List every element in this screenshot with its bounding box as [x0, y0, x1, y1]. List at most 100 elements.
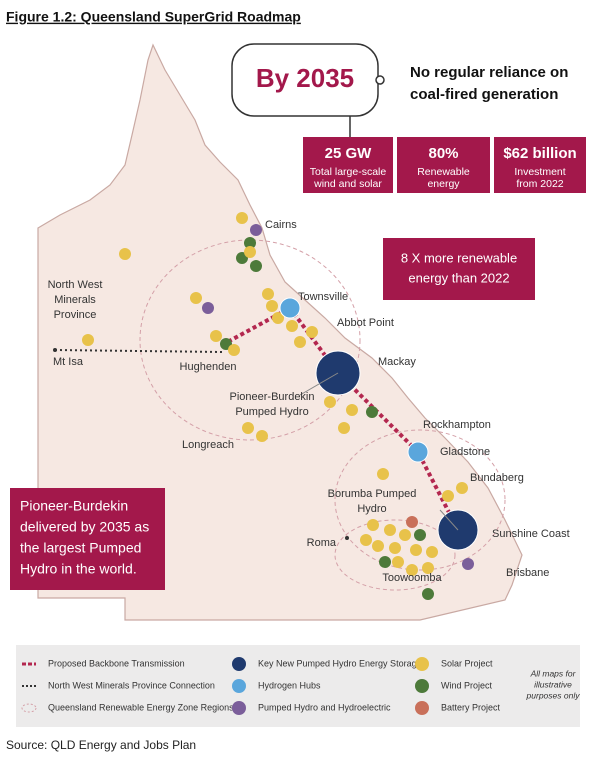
legend-key	[21, 703, 37, 713]
place-label: Mt Isa	[53, 356, 84, 368]
project-dot	[256, 430, 268, 442]
stat-value: 80%	[428, 145, 458, 162]
place-label: Hughenden	[180, 361, 237, 373]
state-outline	[37, 43, 523, 621]
stat-label: energy	[427, 178, 460, 190]
highlight-box	[383, 238, 535, 300]
place-label: Gladstone	[440, 446, 490, 458]
stat-value: $62 billion	[503, 145, 576, 162]
project-dot	[406, 564, 418, 576]
project-dot	[272, 312, 284, 324]
hydrogen-hub	[407, 441, 429, 463]
place-label: North West	[48, 279, 103, 291]
place-label: Longreach	[182, 439, 234, 451]
legend-key	[415, 679, 429, 693]
legend-label: Wind Project	[441, 680, 493, 690]
legend: Proposed Backbone Transmission North West…	[21, 657, 581, 715]
place-label: Minerals	[54, 294, 96, 306]
legend-note: illustrative	[534, 679, 572, 689]
project-dot	[414, 529, 426, 541]
project-dot	[294, 336, 306, 348]
place-label: Sunshine Coast	[492, 528, 570, 540]
legend-key	[415, 657, 429, 671]
project-dot	[119, 248, 131, 260]
leader	[439, 509, 459, 531]
project-dot	[367, 519, 379, 531]
project-dot	[422, 588, 434, 600]
callout-dot	[375, 75, 385, 85]
project-dot	[250, 224, 262, 236]
note-line: Hydro in the world.	[20, 561, 137, 577]
place-label: Townsville	[298, 291, 348, 303]
place-label: Mackay	[378, 356, 416, 368]
legend-note: purposes only	[526, 690, 581, 700]
project-dot	[372, 540, 384, 552]
project-dot	[410, 544, 422, 556]
legend-box	[16, 645, 580, 727]
statement: No regular reliance on	[410, 64, 568, 81]
stat-label: from 2022	[516, 178, 563, 190]
statement: coal-fired generation	[410, 86, 558, 103]
legend-label: Solar Project	[441, 658, 493, 668]
project-dot	[190, 292, 202, 304]
project-dot	[377, 468, 389, 480]
stat-label: Total large-scale	[310, 166, 387, 178]
note-line: the largest Pumped	[20, 540, 141, 556]
project-dot	[379, 556, 391, 568]
legend-label: Proposed Backbone Transmission	[48, 658, 185, 668]
note: Pioneer-Burdekin delivered by 2035 as the …	[20, 498, 149, 577]
legend-note: All maps for	[530, 668, 577, 678]
rez-regions	[139, 239, 506, 591]
backbone	[221, 305, 460, 531]
stat-label: Investment	[514, 166, 565, 178]
project-dot	[338, 422, 350, 434]
place-label: Rockhampton	[423, 419, 491, 431]
highlight: energy than 2022	[408, 270, 509, 285]
project-dot	[399, 529, 411, 541]
project-dot	[244, 246, 256, 258]
place-label: Pumped Hydro	[235, 406, 308, 418]
project-dot	[406, 516, 418, 528]
town-dot	[53, 348, 57, 352]
place-label: Bundaberg	[470, 472, 524, 484]
project-dot	[422, 562, 434, 574]
project-dot	[392, 556, 404, 568]
project-dot	[456, 482, 468, 494]
legend-label: Hydrogen Hubs	[258, 680, 321, 690]
project-dot	[462, 558, 474, 570]
legend-label: North West Minerals Province Connection	[48, 680, 215, 690]
callout: By 2035	[256, 63, 354, 93]
source: Source: QLD Energy and Jobs Plan	[6, 738, 196, 752]
legend-key	[232, 701, 246, 715]
stat-box	[397, 137, 490, 193]
place-label: Pioneer-Burdekin	[230, 391, 315, 403]
stat-value: 25 GW	[325, 145, 373, 162]
legend-key	[232, 679, 246, 693]
legend-key	[232, 657, 246, 671]
legend-label: Key New Pumped Hydro Energy Storage	[258, 658, 422, 668]
stat-box	[303, 137, 393, 193]
legend-label: Battery Project	[441, 702, 501, 712]
legend-label: Pumped Hydro and Hydroelectric	[258, 702, 391, 712]
legend-key	[415, 701, 429, 715]
transmission	[54, 305, 460, 531]
project-dot	[262, 288, 274, 300]
hydrogen-hub	[279, 297, 301, 319]
project-dot	[236, 212, 248, 224]
place-label: Cairns	[265, 219, 297, 231]
project-dot	[384, 524, 396, 536]
projects	[53, 212, 479, 600]
stat-label: wind and solar	[313, 178, 382, 190]
project-dot	[202, 302, 214, 314]
place-label: Hydro	[357, 503, 386, 515]
project-dot	[442, 490, 454, 502]
place-label: Brisbane	[506, 567, 549, 579]
place-label: Borumba Pumped	[328, 488, 417, 500]
highlight: 8 X more renewable	[401, 250, 517, 265]
project-dot	[244, 237, 256, 249]
town-dot	[345, 536, 349, 540]
figure-title: Figure 1.2: Queensland SuperGrid Roadmap	[6, 9, 301, 25]
stat-label: Renewable	[417, 166, 470, 178]
